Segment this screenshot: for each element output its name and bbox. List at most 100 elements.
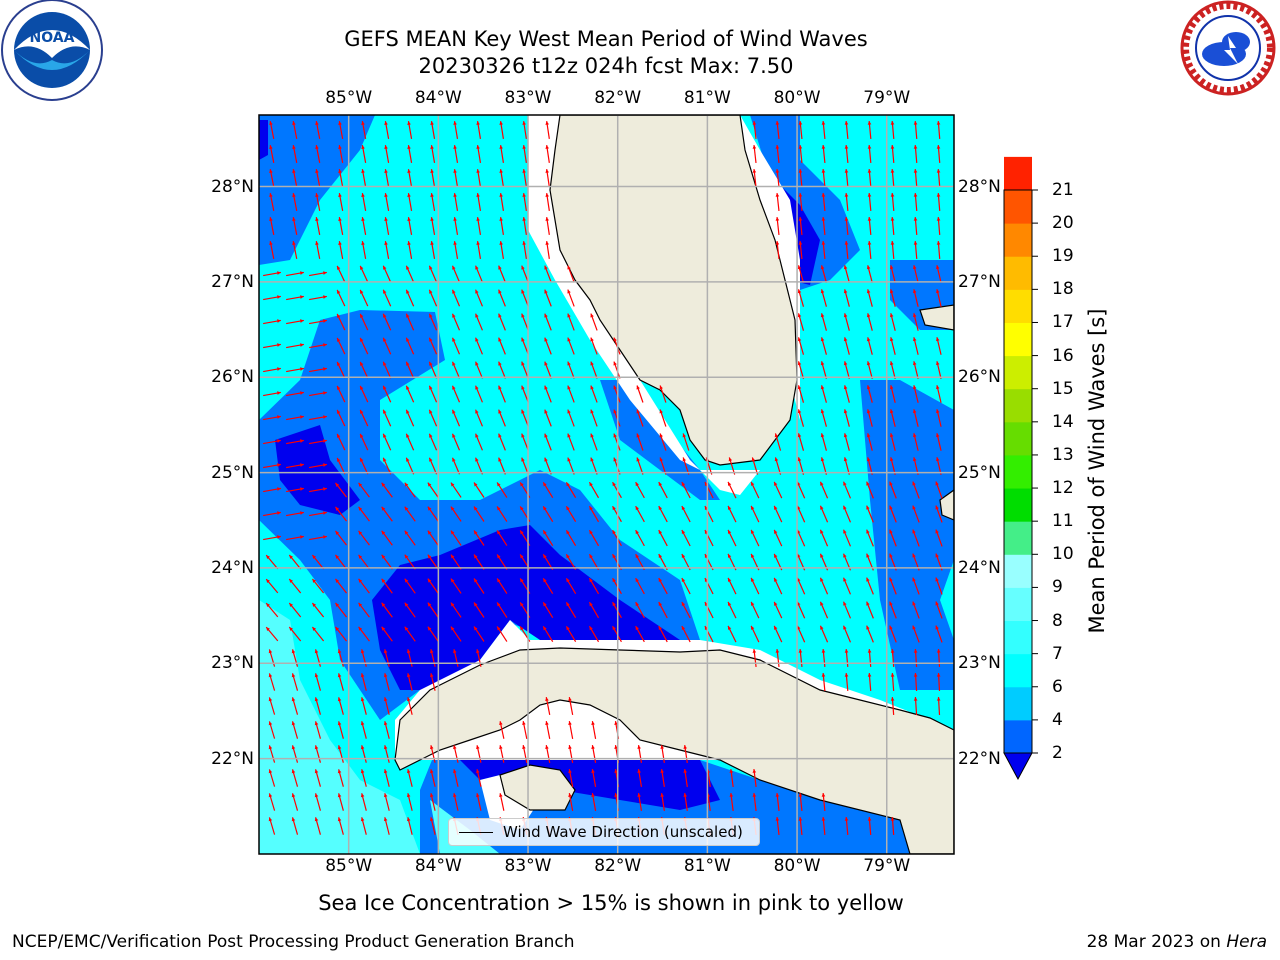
wind-wave-arrow xyxy=(359,385,369,403)
wind-wave-arrow xyxy=(889,457,896,475)
wind-wave-arrow xyxy=(335,626,347,642)
wind-wave-arrow xyxy=(384,145,390,163)
wind-wave-arrow xyxy=(935,385,942,403)
wind-wave-arrow xyxy=(498,409,506,427)
wind-wave-arrow xyxy=(450,530,462,546)
wind-wave-arrow xyxy=(476,745,482,763)
wind-wave-arrow xyxy=(773,529,783,547)
wind-wave-arrow xyxy=(544,265,552,283)
wind-wave-arrow xyxy=(545,745,551,763)
footer-machine: Hera xyxy=(1226,932,1267,952)
lon-tick-top: 84°W xyxy=(414,88,462,108)
wind-wave-arrow xyxy=(545,121,550,139)
wind-wave-arrow xyxy=(288,578,302,594)
wind-wave-arrow xyxy=(476,769,482,787)
wind-wave-arrow xyxy=(263,271,281,277)
wind-wave-arrow xyxy=(912,337,919,355)
wind-wave-arrow xyxy=(889,625,897,643)
wind-wave-arrow xyxy=(269,145,275,163)
dark-blue-region-northwest-edge xyxy=(259,120,268,160)
wind-wave-arrow xyxy=(704,529,714,547)
wind-wave-arrow xyxy=(913,120,918,140)
wind-wave-arrow xyxy=(866,529,874,547)
wind-wave-arrow xyxy=(775,168,780,188)
wind-wave-arrow xyxy=(797,337,805,355)
lat-tick-left: 24°N xyxy=(211,557,254,578)
lat-tick-right: 22°N xyxy=(958,748,1001,769)
wind-wave-arrow xyxy=(473,530,485,546)
wind-wave-arrow xyxy=(544,361,552,379)
wind-wave-arrow xyxy=(407,145,413,163)
wind-wave-arrow xyxy=(750,505,760,523)
legend-label: Wind Wave Direction (unscaled) xyxy=(503,823,743,841)
wind-wave-arrow xyxy=(405,313,415,331)
wind-wave-arrow xyxy=(565,505,577,523)
wind-wave-arrow xyxy=(381,578,393,594)
wind-wave-arrow xyxy=(637,769,643,787)
wind-wave-arrow xyxy=(406,769,413,787)
wind-wave-arrow xyxy=(844,120,849,140)
wind-wave-arrow xyxy=(588,625,600,643)
wind-wave-arrow xyxy=(263,487,281,493)
wind-wave-arrow xyxy=(567,409,575,427)
wind-wave-arrow xyxy=(568,793,574,811)
wind-wave-arrow xyxy=(912,265,919,283)
wind-wave-arrow xyxy=(890,240,895,260)
wind-wave-arrow xyxy=(843,313,850,331)
wind-wave-arrow xyxy=(268,745,276,763)
wind-wave-arrow xyxy=(360,769,367,787)
wind-wave-arrow xyxy=(427,602,439,618)
wind-wave-arrow xyxy=(658,529,668,547)
wind-wave-arrow xyxy=(428,433,438,451)
wind-wave-arrow xyxy=(681,601,691,619)
wind-wave-arrow xyxy=(475,385,483,403)
wind-wave-arrow xyxy=(889,433,896,451)
wind-wave-arrow xyxy=(475,289,483,307)
wind-wave-arrow xyxy=(935,337,942,355)
wind-wave-arrow xyxy=(821,792,826,812)
wind-wave-arrow xyxy=(359,289,369,307)
wind-wave-arrow xyxy=(820,385,827,403)
wind-wave-arrow xyxy=(451,289,461,307)
wind-wave-arrow xyxy=(476,121,482,139)
wind-wave-arrow xyxy=(383,697,390,715)
wind-wave-arrow xyxy=(567,265,575,283)
wind-wave-arrow xyxy=(291,769,299,787)
wind-wave-arrow xyxy=(451,385,461,403)
lon-tick-top: 83°W xyxy=(504,88,552,108)
wind-wave-arrow xyxy=(476,217,482,235)
wind-wave-arrow xyxy=(704,601,714,619)
wind-wave-arrow xyxy=(450,554,462,570)
wind-wave-arrow xyxy=(842,601,852,619)
wind-wave-arrow xyxy=(796,529,806,547)
wind-wave-arrow xyxy=(429,817,436,835)
colorbar-segment xyxy=(1004,190,1032,224)
colorbar-tick-label: 18 xyxy=(1052,279,1074,300)
wind-wave-arrow xyxy=(590,385,598,403)
wind-wave-arrow xyxy=(286,367,304,373)
wind-wave-arrow xyxy=(866,505,874,523)
wind-wave-arrow xyxy=(866,313,873,331)
wind-wave-arrow xyxy=(335,602,347,618)
wind-wave-arrow xyxy=(263,415,281,421)
wind-wave-arrow xyxy=(427,578,439,594)
wind-wave-arrow xyxy=(590,457,598,475)
wind-wave-arrow xyxy=(381,530,393,546)
wind-wave-arrow xyxy=(773,625,783,643)
lon-tick-bottom: 83°W xyxy=(504,856,552,876)
wind-wave-arrow xyxy=(819,481,829,499)
wind-wave-arrow xyxy=(727,625,737,643)
wind-wave-arrow xyxy=(286,271,304,277)
colorbar-tick-label: 11 xyxy=(1052,511,1074,532)
wind-wave-arrow xyxy=(591,793,597,811)
wind-wave-arrow xyxy=(658,505,668,523)
wind-wave-arrow xyxy=(867,120,872,140)
colorbar-segment xyxy=(1004,223,1032,257)
colorbar-tick-label: 10 xyxy=(1052,544,1074,565)
wind-wave-arrow xyxy=(775,216,780,236)
wind-wave-arrow xyxy=(263,511,281,517)
wind-wave-arrow xyxy=(336,409,346,427)
wind-wave-arrow xyxy=(335,506,347,522)
wind-wave-arrow xyxy=(473,626,485,642)
wind-wave-arrow xyxy=(430,217,436,235)
